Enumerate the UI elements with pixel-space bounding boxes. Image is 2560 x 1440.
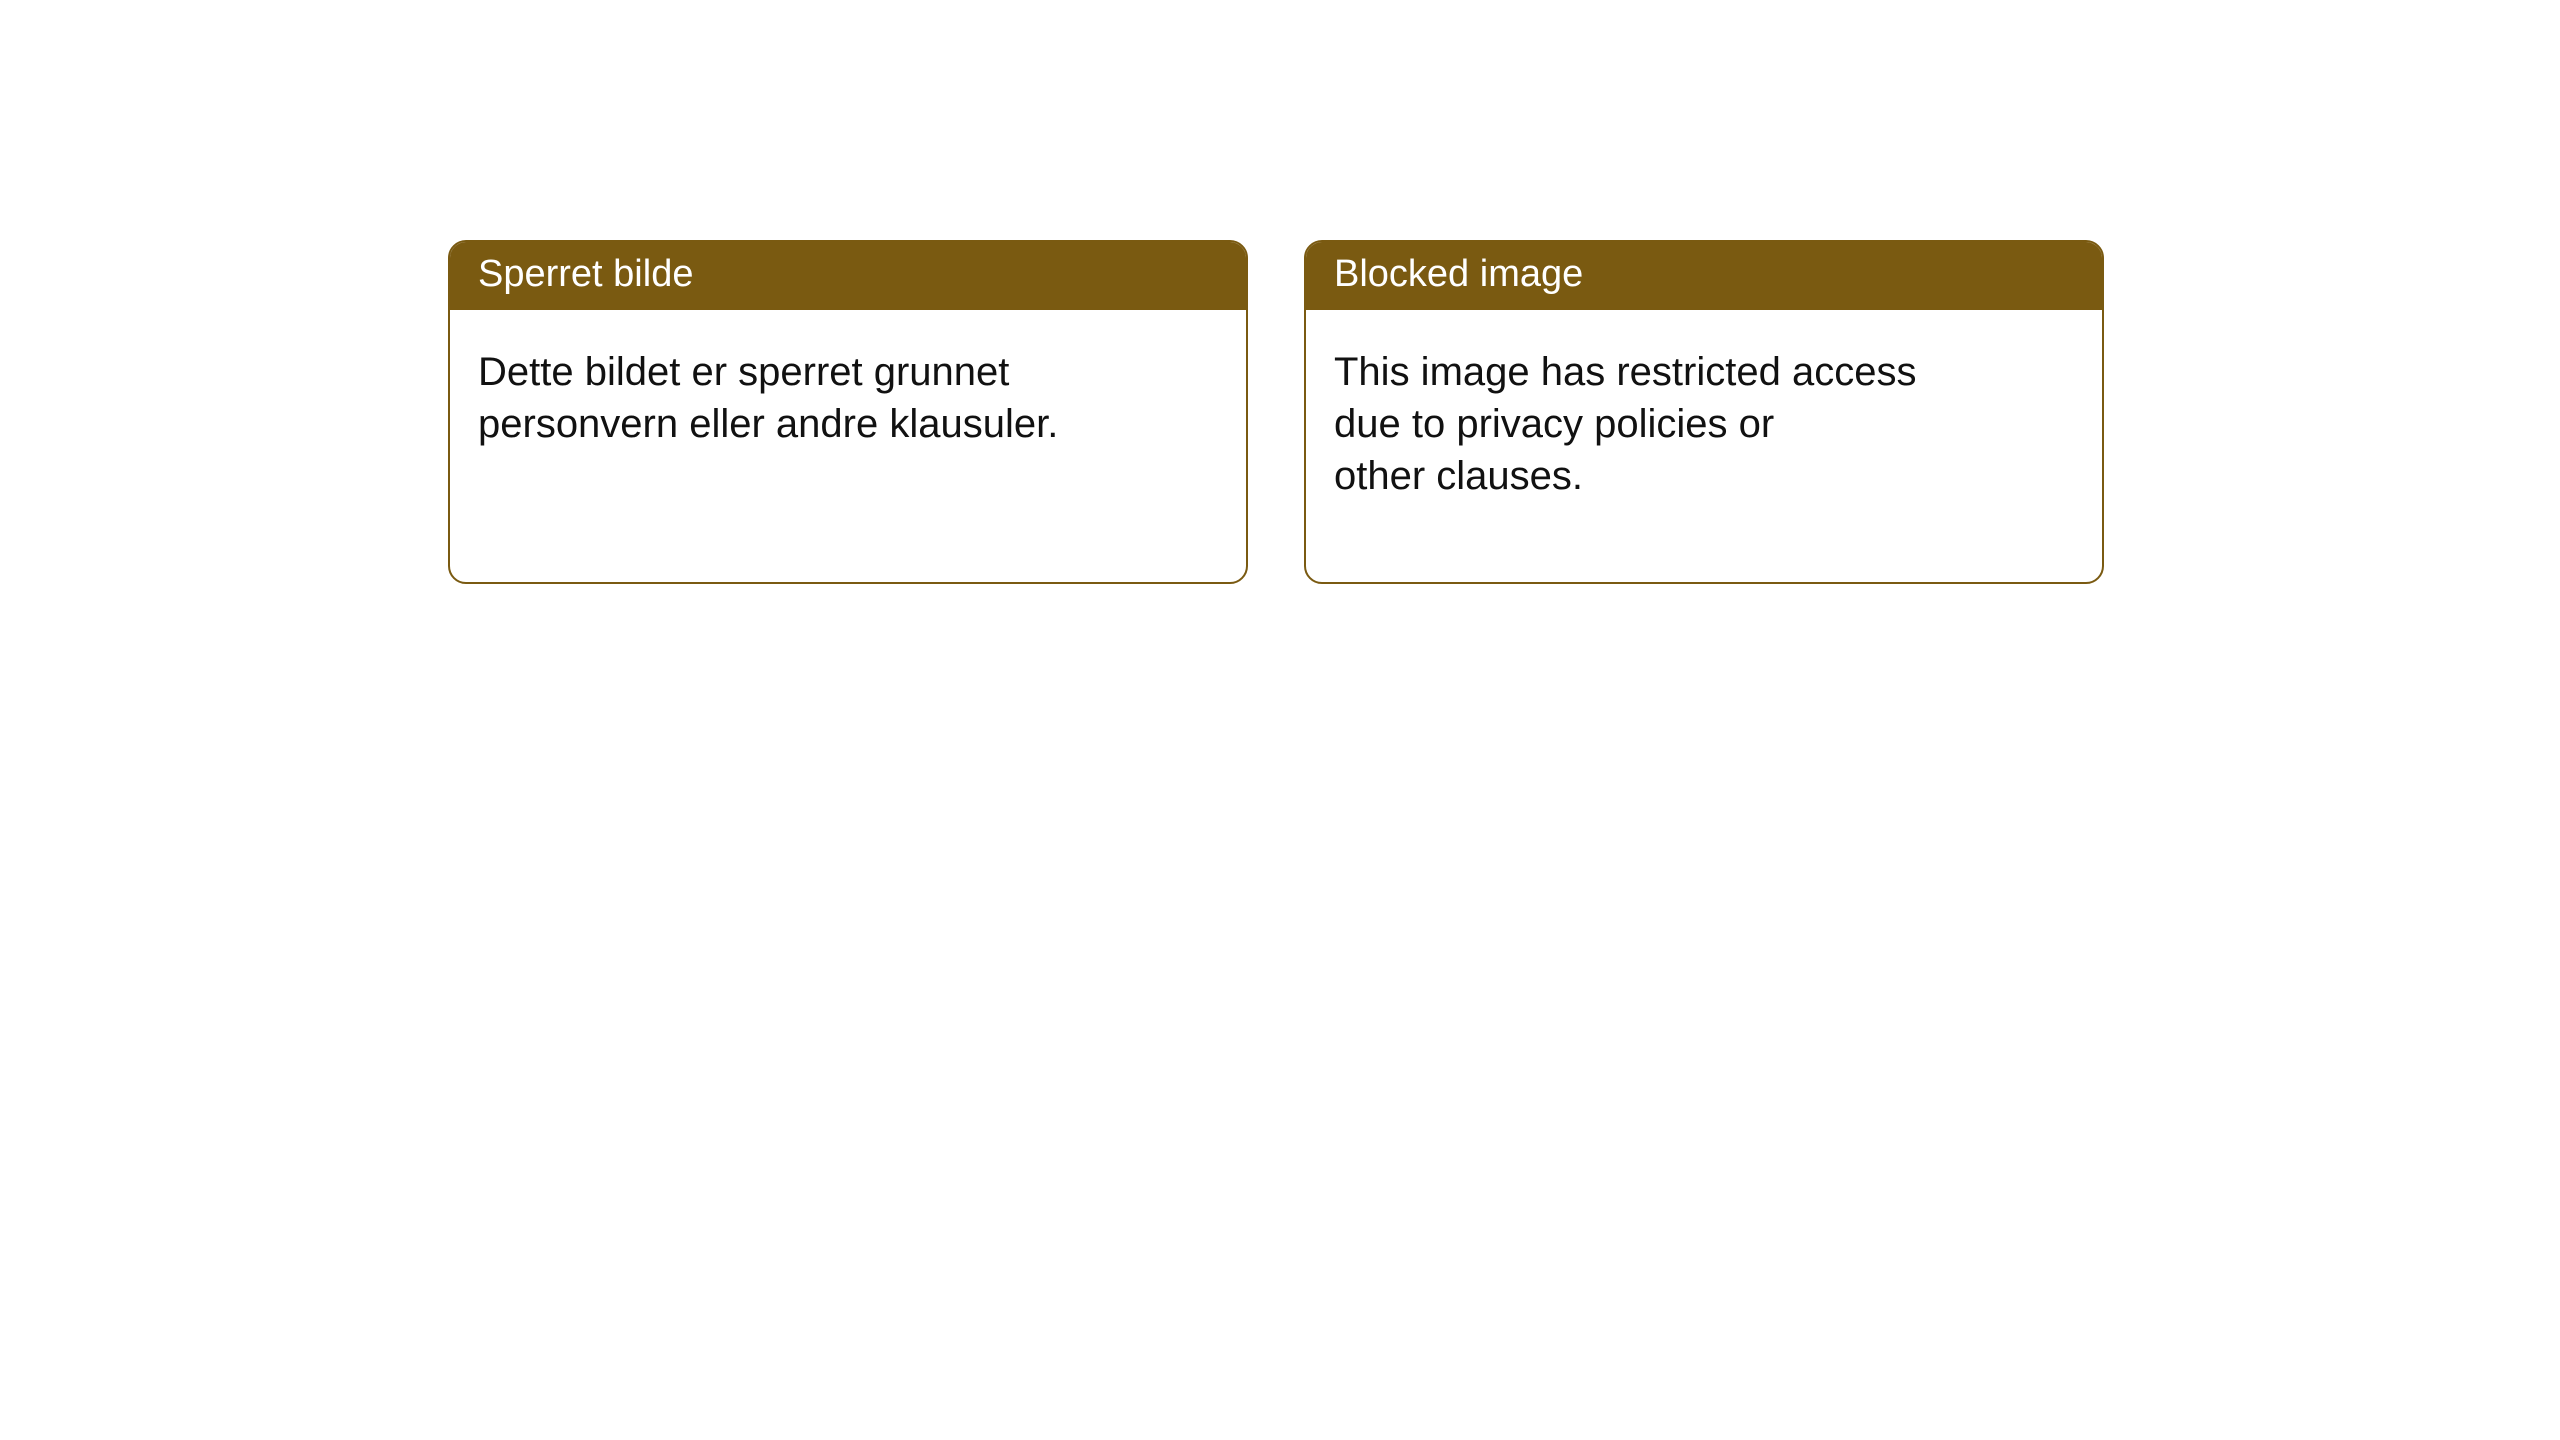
notice-card-title-en: Blocked image <box>1306 242 2102 310</box>
notice-card-title-no: Sperret bilde <box>450 242 1246 310</box>
notice-card-body-en: This image has restricted access due to … <box>1306 310 2102 582</box>
notice-card-row: Sperret bilde Dette bildet er sperret gr… <box>0 0 2560 584</box>
notice-card-no: Sperret bilde Dette bildet er sperret gr… <box>448 240 1248 584</box>
notice-card-en: Blocked image This image has restricted … <box>1304 240 2104 584</box>
notice-card-body-no: Dette bildet er sperret grunnet personve… <box>450 310 1246 530</box>
